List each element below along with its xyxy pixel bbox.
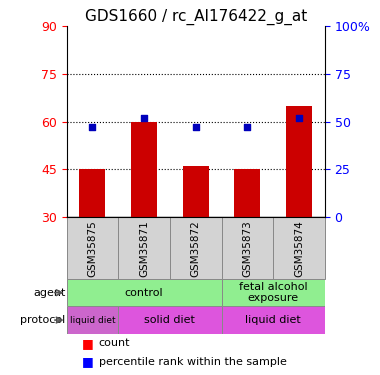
Point xyxy=(141,115,147,121)
Point xyxy=(244,124,250,130)
Text: ■: ■ xyxy=(82,337,93,350)
Text: GSM35873: GSM35873 xyxy=(242,220,252,277)
Point xyxy=(89,124,95,130)
Point xyxy=(193,124,199,130)
Bar xyxy=(170,217,222,279)
Bar xyxy=(222,306,325,334)
Bar xyxy=(222,279,325,306)
Text: liquid diet: liquid diet xyxy=(245,315,301,325)
Bar xyxy=(66,217,118,279)
Text: GSM35875: GSM35875 xyxy=(87,220,97,277)
Bar xyxy=(273,217,325,279)
Bar xyxy=(118,217,170,279)
Bar xyxy=(131,122,157,217)
Text: liquid diet: liquid diet xyxy=(70,316,115,324)
Text: ■: ■ xyxy=(82,356,93,368)
Text: agent: agent xyxy=(33,288,65,298)
Bar xyxy=(118,306,222,334)
Title: GDS1660 / rc_AI176422_g_at: GDS1660 / rc_AI176422_g_at xyxy=(85,9,307,25)
Text: percentile rank within the sample: percentile rank within the sample xyxy=(99,357,287,367)
Text: GSM35872: GSM35872 xyxy=(191,220,201,277)
Text: count: count xyxy=(99,338,130,348)
Point xyxy=(296,115,302,121)
Text: fetal alcohol
exposure: fetal alcohol exposure xyxy=(239,282,307,303)
Text: control: control xyxy=(125,288,163,298)
Text: GSM35874: GSM35874 xyxy=(294,220,304,277)
Bar xyxy=(66,279,222,306)
Text: solid diet: solid diet xyxy=(144,315,195,325)
Bar xyxy=(222,217,273,279)
Text: protocol: protocol xyxy=(20,315,65,325)
Bar xyxy=(183,166,209,217)
Bar xyxy=(286,106,312,217)
Text: GSM35871: GSM35871 xyxy=(139,220,149,277)
Bar xyxy=(234,170,260,217)
Bar xyxy=(79,170,105,217)
Bar xyxy=(66,306,118,334)
